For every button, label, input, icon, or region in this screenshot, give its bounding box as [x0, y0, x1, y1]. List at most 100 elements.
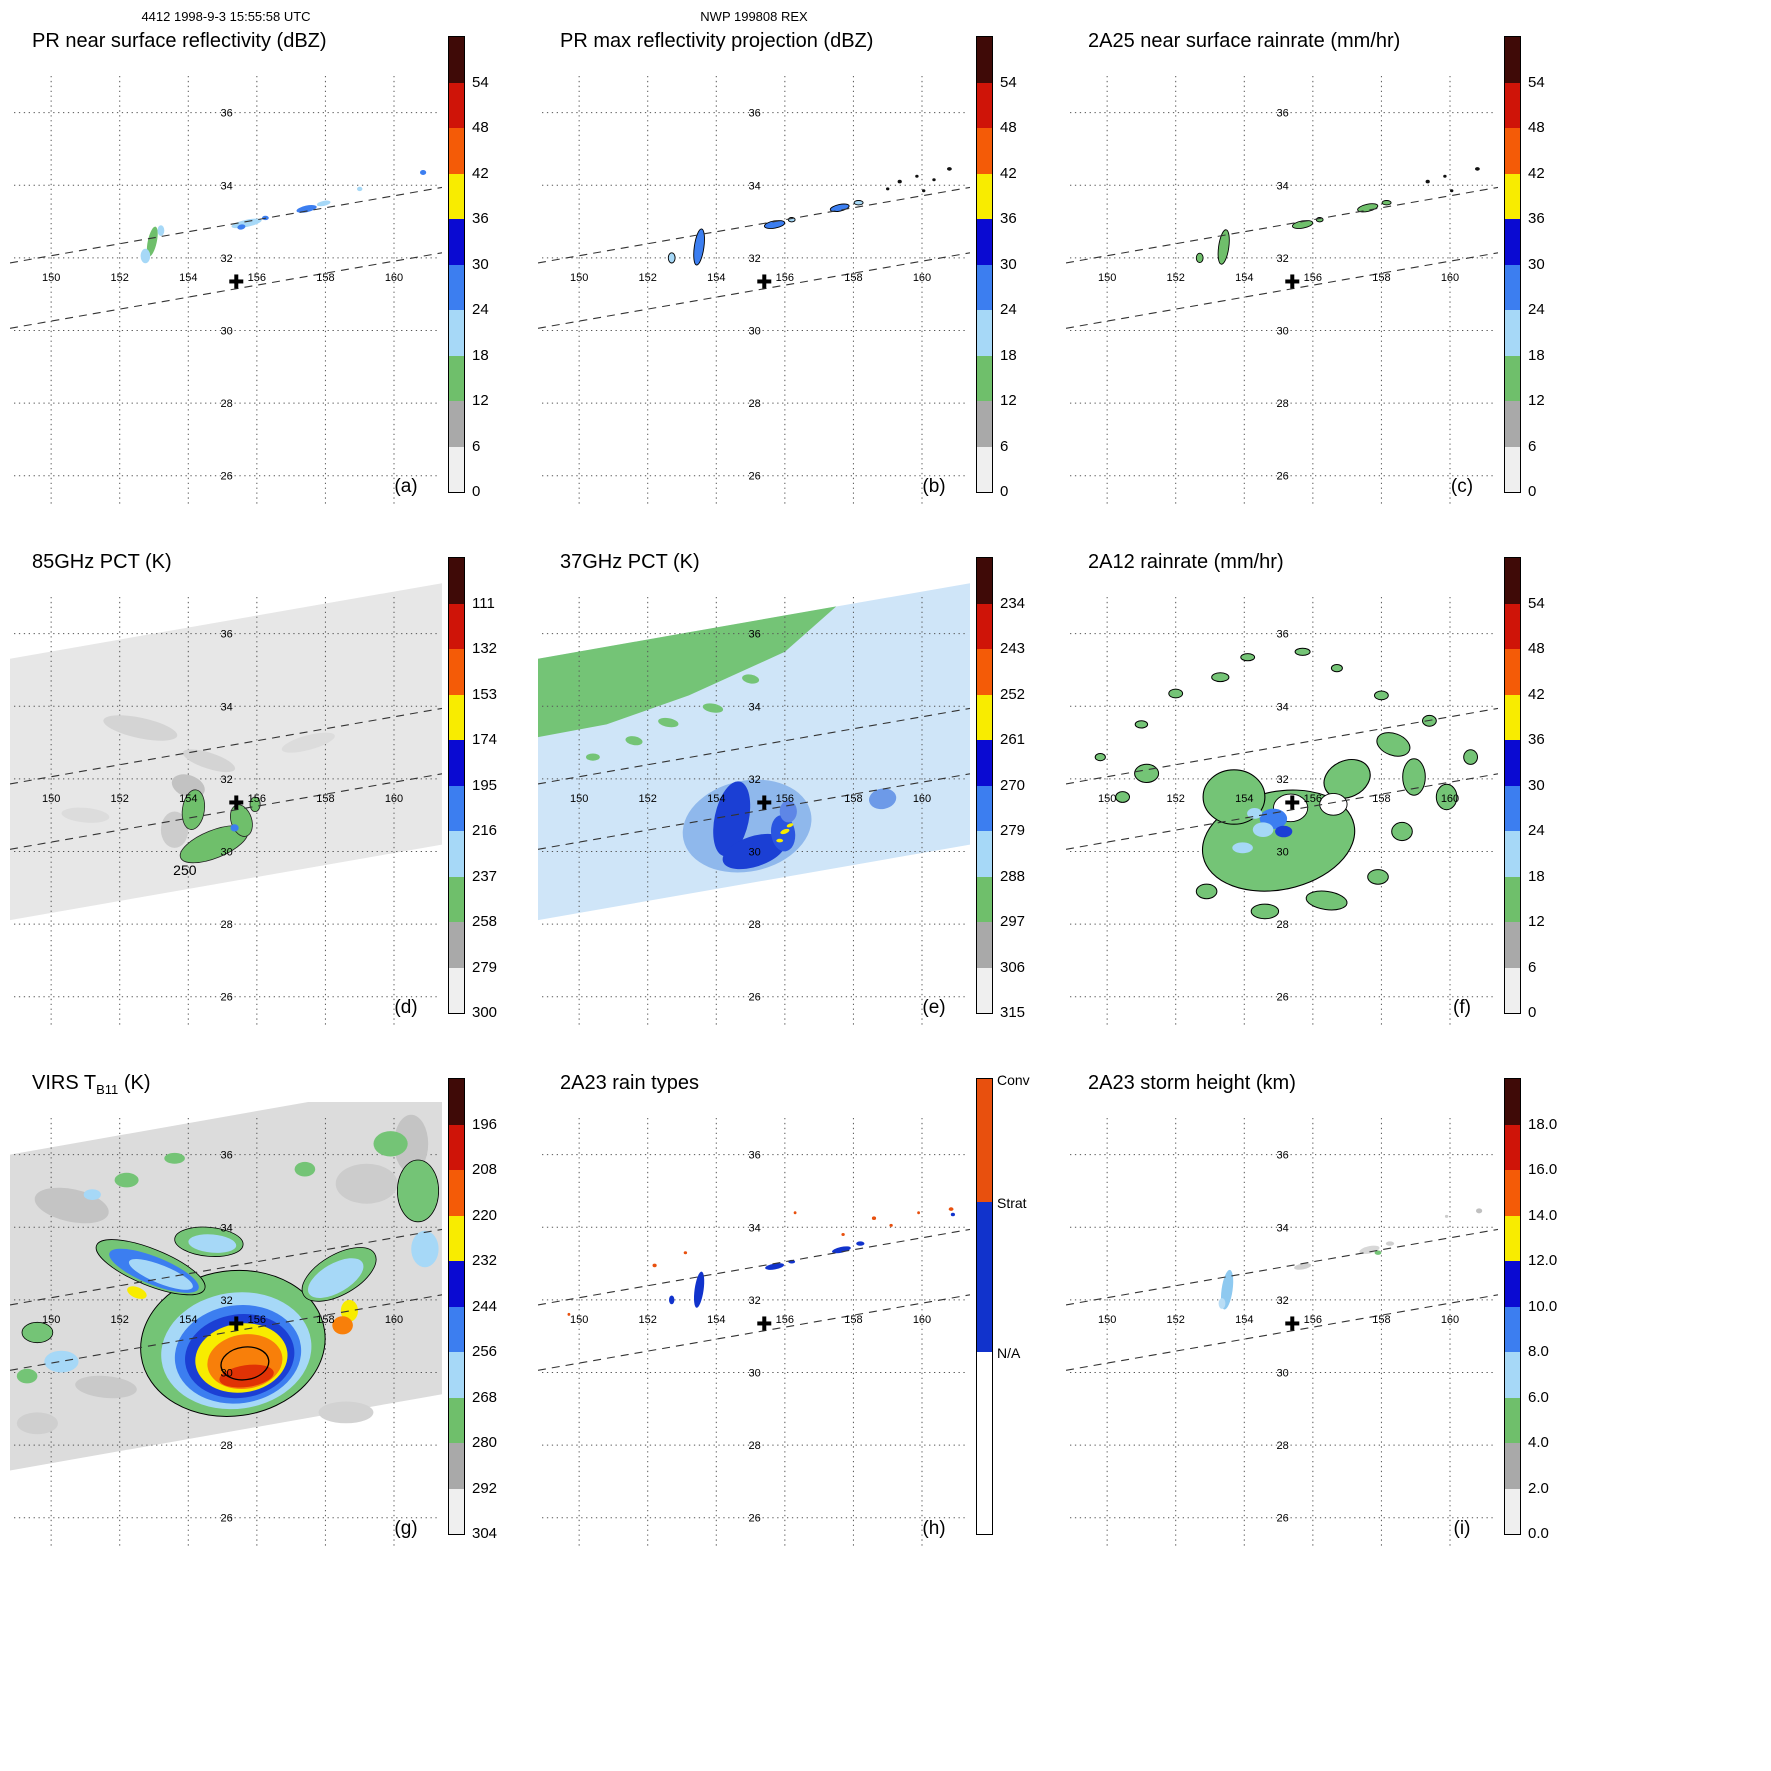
lon-tick-label: 156	[776, 272, 794, 284]
colorbar-segment	[977, 355, 992, 401]
colorbar-segment	[449, 922, 464, 968]
lon-tick-label: 152	[1167, 272, 1185, 284]
data-blob	[316, 200, 331, 207]
panel-letter: (f)	[1453, 997, 1471, 1018]
data-blob	[1240, 653, 1256, 662]
colorbar-tick: 6	[1528, 437, 1537, 455]
lon-tick-label: 154	[179, 1314, 197, 1326]
lon-tick-label: 150	[1098, 272, 1116, 284]
lat-tick-label: 28	[749, 1440, 761, 1452]
lat-tick-label: 32	[749, 1295, 761, 1307]
lat-tick-label: 28	[1277, 398, 1289, 410]
lat-tick-label: 28	[1277, 1440, 1289, 1452]
storm-center-cross	[229, 1316, 244, 1331]
data-blob	[693, 228, 705, 266]
data-blob	[586, 753, 600, 761]
data-blob	[16, 1412, 58, 1435]
lat-tick-label: 30	[749, 325, 761, 337]
axis-labels: 150 152 154 156 158 160 26 28 30 32 34 36	[570, 629, 931, 1004]
colorbar-tick: 315	[1000, 1004, 1026, 1021]
storm-center-cross	[1285, 795, 1300, 810]
colorbar-segment	[977, 876, 992, 922]
colorbar-segment	[1505, 219, 1520, 265]
colorbar-tick: 280	[472, 1434, 498, 1451]
colorbar: 54 48 42 36 30 24 18 12 6 0	[976, 36, 1062, 500]
data-blob	[742, 674, 760, 684]
colorbar-segment	[977, 1351, 992, 1534]
lon-tick-label: 156	[1304, 1314, 1322, 1326]
colorbar-tick: 24	[1528, 301, 1545, 318]
lon-tick-label: 152	[111, 1314, 129, 1326]
data-blob	[83, 1189, 101, 1200]
lat-tick-label: 28	[221, 919, 233, 931]
lon-tick-label: 156	[1304, 793, 1322, 805]
data-blob	[1232, 842, 1253, 854]
colorbar-segment	[1505, 649, 1520, 695]
colorbar-tick: 268	[472, 1388, 498, 1406]
data-blob	[1476, 1208, 1483, 1214]
colorbar-segment	[977, 446, 992, 492]
colorbar-segment	[449, 1397, 464, 1443]
data-blob	[396, 1159, 439, 1223]
lat-tick-label: 28	[749, 919, 761, 931]
colorbar-tick: 16.0	[1528, 1161, 1558, 1178]
lon-tick-label: 158	[1372, 272, 1390, 284]
lat-tick-label: 36	[1277, 629, 1289, 641]
data-blob	[1134, 720, 1149, 729]
axis-labels: 150 152 154 156 158 160 26 28 30 32 34 36	[42, 108, 403, 483]
colorbar-segment	[1505, 310, 1520, 356]
lat-tick-label: 32	[221, 253, 233, 265]
colorbar-segment	[1505, 603, 1520, 649]
data-blob	[237, 224, 246, 230]
panel-title-part: B11	[96, 1082, 119, 1097]
swath-lines	[1066, 1228, 1498, 1371]
colorbar-segment	[977, 219, 992, 265]
lat-tick-label: 30	[221, 325, 233, 337]
lat-tick-label: 32	[749, 774, 761, 786]
colorbar-tick: 36	[1000, 210, 1017, 227]
colorbar-segment	[449, 558, 464, 604]
panel-g: VIRS TB11 (K) 150 152 154 156 158 160 26 28 30 32 3…	[8, 1048, 536, 1569]
colorbar-segment	[977, 967, 992, 1013]
lat-tick-label: 34	[1277, 1222, 1289, 1234]
data-blob	[294, 1161, 316, 1177]
data-blob	[763, 220, 786, 229]
colorbar-tick: 279	[472, 958, 498, 976]
storm-center-cross	[1285, 1316, 1300, 1331]
colorbar-tick: 48	[1528, 119, 1545, 136]
colorbar-segment	[449, 967, 464, 1013]
colorbar: 54 48 42 36 30 24 18 12 6 0	[1504, 557, 1590, 1021]
lat-tick-label: 36	[221, 1150, 233, 1162]
lat-tick-label: 26	[749, 471, 761, 483]
data-blob	[411, 1230, 439, 1268]
colorbar-segment	[1505, 173, 1520, 219]
lat-tick-label: 26	[1277, 1513, 1289, 1525]
data-blob	[420, 170, 427, 175]
swath-lines	[1066, 707, 1498, 850]
lat-tick-label: 36	[749, 629, 761, 641]
data-blob	[652, 1263, 657, 1268]
colorbar-segment	[1505, 1124, 1520, 1170]
lon-tick-label: 160	[913, 793, 931, 805]
colorbar-segment	[1505, 82, 1520, 128]
lon-tick-label: 154	[707, 793, 725, 805]
panel-letter: (i)	[1454, 1518, 1471, 1539]
data-blob	[1450, 189, 1454, 193]
swath-lines	[10, 1228, 442, 1371]
data-blob	[21, 1321, 54, 1344]
data-blob	[765, 1263, 785, 1270]
colorbar-tick: 0	[472, 483, 481, 500]
data-blob	[127, 1286, 147, 1299]
panel-letter: (a)	[394, 476, 417, 497]
colorbar-bar	[976, 1078, 993, 1535]
colorbar: 54 48 42 36 30 24 18 12 6 0	[448, 36, 534, 500]
axis-labels: 150 152 154 156 158 160 26 28 30 32 34 36	[42, 629, 403, 1004]
data-blob	[103, 715, 178, 741]
panel-e: 37GHz PCT (K) 150 152 154 156 158 160 26 28 30 32 3…	[536, 527, 1064, 1048]
colorbar-tick: 196	[472, 1115, 498, 1133]
data-blob	[776, 838, 784, 843]
colorbar-segment	[1505, 785, 1520, 831]
axis-labels: 150 152 154 156 158 160 26 28 30 32 34 36	[570, 1150, 931, 1525]
colorbar-segment	[1505, 1488, 1520, 1534]
data-blob	[1357, 203, 1379, 213]
